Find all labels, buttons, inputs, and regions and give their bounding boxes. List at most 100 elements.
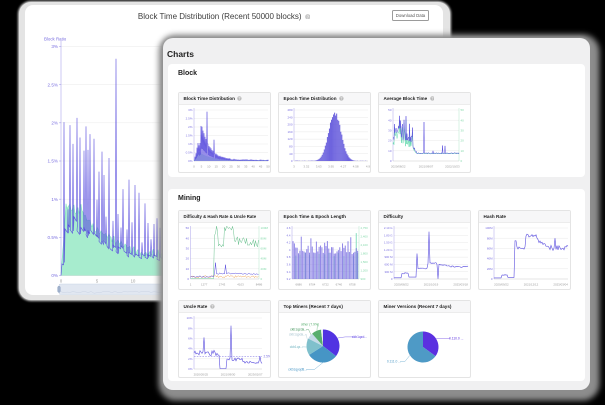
svg-text:300 M: 300 M [384, 270, 393, 274]
svg-text:10: 10 [461, 149, 465, 153]
svg-text:6758: 6758 [349, 283, 356, 287]
svg-text:10: 10 [131, 278, 136, 283]
svg-text:2023/03/18: 2023/03/18 [453, 283, 468, 287]
svg-text:20: 20 [222, 165, 226, 169]
svg-text:50: 50 [388, 108, 392, 112]
svg-text:40M: 40M [487, 257, 493, 261]
svg-text:1: 1 [190, 283, 192, 287]
svg-text:1,200: 1,200 [361, 269, 369, 273]
svg-text:2023/03/04: 2023/03/04 [553, 283, 568, 287]
svg-text:3.32: 3.32 [303, 165, 309, 169]
svg-text:35: 35 [244, 165, 248, 169]
svg-text:3: 3 [293, 165, 295, 169]
svg-text:4.58: 4.58 [353, 165, 359, 169]
svg-text:1%: 1% [188, 142, 193, 146]
svg-text:0: 0 [390, 159, 392, 163]
svg-text:1.20 G: 1.20 G [384, 248, 393, 252]
svg-text:0: 0 [461, 159, 463, 163]
svg-text:0.111.0 ...: 0.111.0 ... [387, 360, 401, 364]
svg-text:2021/09/07: 2021/09/07 [419, 165, 434, 169]
svg-text:2020/05/25: 2020/05/25 [194, 373, 209, 377]
svg-text:0: 0 [291, 159, 293, 163]
svg-text:6%: 6% [188, 337, 193, 341]
svg-text:2%: 2% [51, 120, 58, 125]
svg-text:3.4: 3.4 [286, 270, 290, 274]
svg-text:2.5%: 2.5% [186, 117, 193, 121]
svg-text:30: 30 [186, 247, 190, 251]
svg-text:ckb1qz...: ckb1qz... [290, 345, 303, 349]
svg-text:25: 25 [229, 165, 233, 169]
svg-text:1.5%: 1.5% [48, 158, 58, 163]
svg-text:900 M: 900 M [384, 255, 393, 259]
svg-text:6704: 6704 [309, 283, 316, 287]
svg-text:1,800: 1,800 [361, 252, 369, 256]
svg-text:10: 10 [186, 267, 190, 271]
svg-text:4%: 4% [188, 347, 193, 351]
svg-text:40: 40 [186, 236, 190, 240]
svg-text:50: 50 [461, 108, 465, 112]
svg-text:20: 20 [186, 257, 190, 261]
svg-text:2022/10/23: 2022/10/23 [445, 165, 460, 169]
svg-text:1,500: 1,500 [361, 260, 369, 264]
svg-text:40: 40 [252, 165, 256, 169]
svg-text:2%: 2% [188, 125, 193, 129]
svg-text:30: 30 [237, 165, 241, 169]
svg-text:1.5%: 1.5% [186, 134, 193, 138]
svg-text:0.110.0 ...: 0.110.0 ... [449, 337, 464, 341]
svg-text:0: 0 [187, 277, 189, 281]
svg-text:40: 40 [388, 118, 392, 122]
svg-text:?: ? [431, 97, 433, 101]
svg-text:80: 80 [289, 145, 293, 149]
svg-text:45: 45 [259, 165, 263, 169]
svg-text:ckb1qzda...: ckb1qzda... [290, 328, 307, 332]
svg-text:2,100: 2,100 [361, 243, 369, 247]
svg-text:20: 20 [461, 139, 465, 143]
svg-text:10%: 10% [186, 316, 192, 320]
svg-text:6722: 6722 [322, 283, 329, 287]
svg-text:2020/08/22: 2020/08/22 [394, 283, 409, 287]
svg-text:40: 40 [289, 152, 293, 156]
svg-text:?: ? [306, 14, 309, 19]
svg-text:10: 10 [388, 149, 392, 153]
svg-text:0: 0 [491, 277, 493, 281]
svg-text:2020/08/22: 2020/08/22 [391, 165, 406, 169]
svg-text:4.27: 4.27 [340, 165, 346, 169]
svg-text:2,400: 2,400 [361, 235, 369, 239]
svg-text:ckb1qpda...: ckb1qpda... [289, 333, 306, 337]
svg-text:2021/12/12: 2021/12/12 [524, 283, 539, 287]
svg-text:50: 50 [186, 226, 190, 230]
svg-text:280: 280 [287, 108, 292, 112]
svg-text:Block Ratio: Block Ratio [44, 36, 67, 41]
svg-text:0%: 0% [188, 159, 193, 163]
svg-text:100M: 100M [261, 226, 269, 230]
svg-text:0%: 0% [188, 367, 193, 371]
svg-text:2.5%: 2.5% [264, 354, 271, 358]
svg-text:20: 20 [388, 139, 392, 143]
svg-text:?: ? [239, 97, 241, 101]
svg-text:0: 0 [193, 165, 195, 169]
svg-text:50: 50 [266, 165, 270, 169]
svg-text:10: 10 [207, 165, 211, 169]
svg-text:4: 4 [289, 248, 291, 252]
svg-text:20M: 20M [261, 267, 267, 271]
svg-text:4103: 4103 [237, 283, 244, 287]
svg-text:4.4: 4.4 [286, 233, 290, 237]
svg-text:0: 0 [261, 277, 263, 281]
svg-text:4.2: 4.2 [286, 241, 290, 245]
svg-text:2020/09/22: 2020/09/22 [494, 283, 509, 287]
svg-text:0: 0 [391, 277, 393, 281]
svg-text:2743: 2743 [219, 283, 226, 287]
svg-text:40M: 40M [261, 257, 267, 261]
svg-text:0.5%: 0.5% [186, 151, 193, 155]
svg-text:4.9: 4.9 [366, 165, 370, 169]
svg-text:60M: 60M [487, 247, 493, 251]
svg-text:240: 240 [287, 115, 292, 119]
svg-text:2021/09/30: 2021/09/30 [221, 373, 236, 377]
svg-text:1.50 G: 1.50 G [384, 241, 393, 245]
svg-text:600 M: 600 M [384, 263, 393, 267]
svg-text:15: 15 [215, 165, 219, 169]
svg-text:1%: 1% [51, 196, 58, 201]
svg-text:200: 200 [287, 123, 292, 127]
svg-text:4.6: 4.6 [286, 226, 290, 230]
svg-text:3%: 3% [188, 108, 193, 112]
